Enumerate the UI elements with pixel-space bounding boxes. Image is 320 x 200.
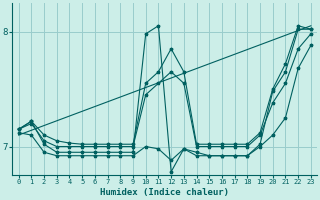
X-axis label: Humidex (Indice chaleur): Humidex (Indice chaleur) <box>100 188 229 197</box>
